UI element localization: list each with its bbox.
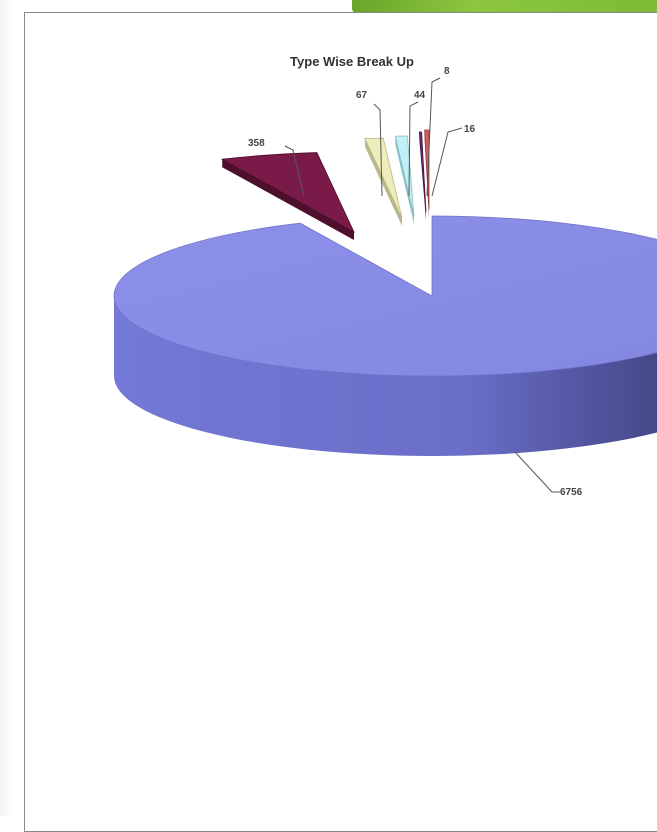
slice-358: [220, 152, 355, 233]
slide-left-edge: [0, 0, 14, 816]
slice-67-label: 67: [356, 90, 368, 101]
slice-358-leader-line: [284, 145, 305, 197]
slice-67: [364, 137, 403, 219]
slice-6756-side: [114, 296, 657, 456]
slice-44: [394, 135, 415, 217]
slice-16-label: 16: [464, 124, 476, 135]
slice-44-leader-line: [408, 101, 419, 197]
slice-67-leader-line: [373, 103, 383, 197]
slice-16-leader-line: [431, 127, 463, 197]
slice-8-leader-line: [426, 77, 441, 197]
slice-44-side: [395, 136, 414, 224]
slice-6756-leader-line: [514, 451, 560, 493]
slice-44-label: 44: [414, 90, 426, 101]
chart-title: Type Wise Break Up: [290, 54, 414, 69]
slide-header-accent: [352, 0, 657, 14]
slice-8: [418, 131, 427, 213]
slice-16: [424, 129, 430, 211]
slice-8-label: 8: [444, 66, 450, 77]
slice-67-side: [364, 138, 402, 226]
slice-358-side: [222, 159, 354, 240]
slice-6756: [113, 215, 657, 377]
slice-6756-label: 6756: [560, 487, 583, 498]
slice-358-label: 358: [248, 138, 265, 149]
